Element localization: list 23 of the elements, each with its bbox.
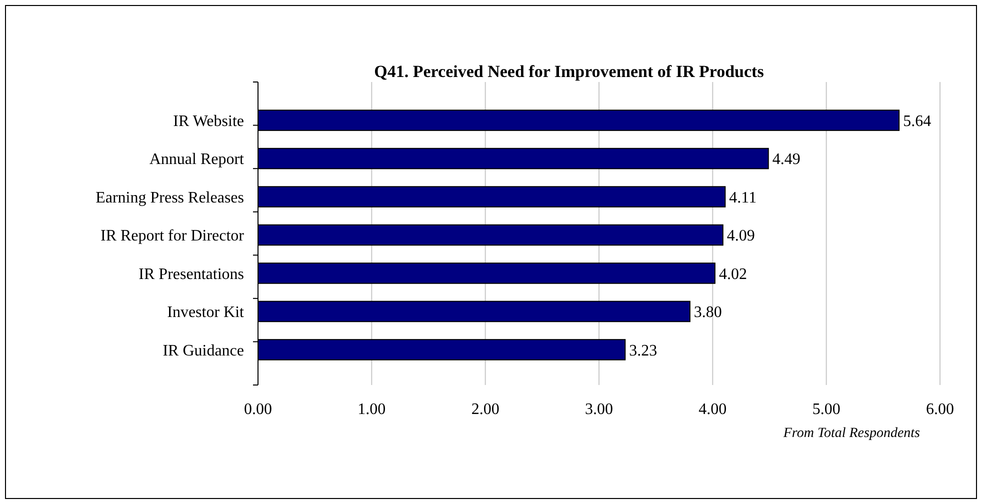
x-tick-label: 6.00	[926, 401, 954, 418]
chart-title: Q41. Perceived Need for Improvement of IR Products	[374, 62, 764, 81]
data-label: 5.64	[903, 112, 932, 130]
y-tick-label: IR Presentations	[138, 266, 244, 283]
data-label: 4.49	[772, 151, 800, 168]
y-tick-label: IR Report for Director	[100, 228, 245, 245]
x-tick-label: 0.00	[244, 401, 272, 418]
data-label: 4.09	[726, 228, 755, 245]
data-label: 3.80	[694, 304, 722, 322]
y-tick-label: Annual Report	[149, 151, 245, 168]
x-tick-label: 3.00	[585, 401, 613, 418]
x-tick-label: 4.00	[698, 401, 727, 418]
data-label: 4.02	[718, 266, 747, 283]
x-tick-label: 1.00	[358, 401, 386, 418]
y-tick-label: IR Website	[173, 112, 244, 130]
data-label: 4.11	[729, 189, 757, 206]
x-tick-label: 5.00	[812, 401, 840, 418]
x-tick-label: 2.00	[471, 401, 500, 418]
data-label: 3.23	[629, 342, 658, 360]
y-tick-label: IR Guidance	[162, 342, 244, 360]
y-tick-label: Earning Press Releases	[96, 189, 244, 206]
y-tick-label: Investor Kit	[167, 304, 245, 322]
text: From Total Respondents	[782, 426, 921, 441]
